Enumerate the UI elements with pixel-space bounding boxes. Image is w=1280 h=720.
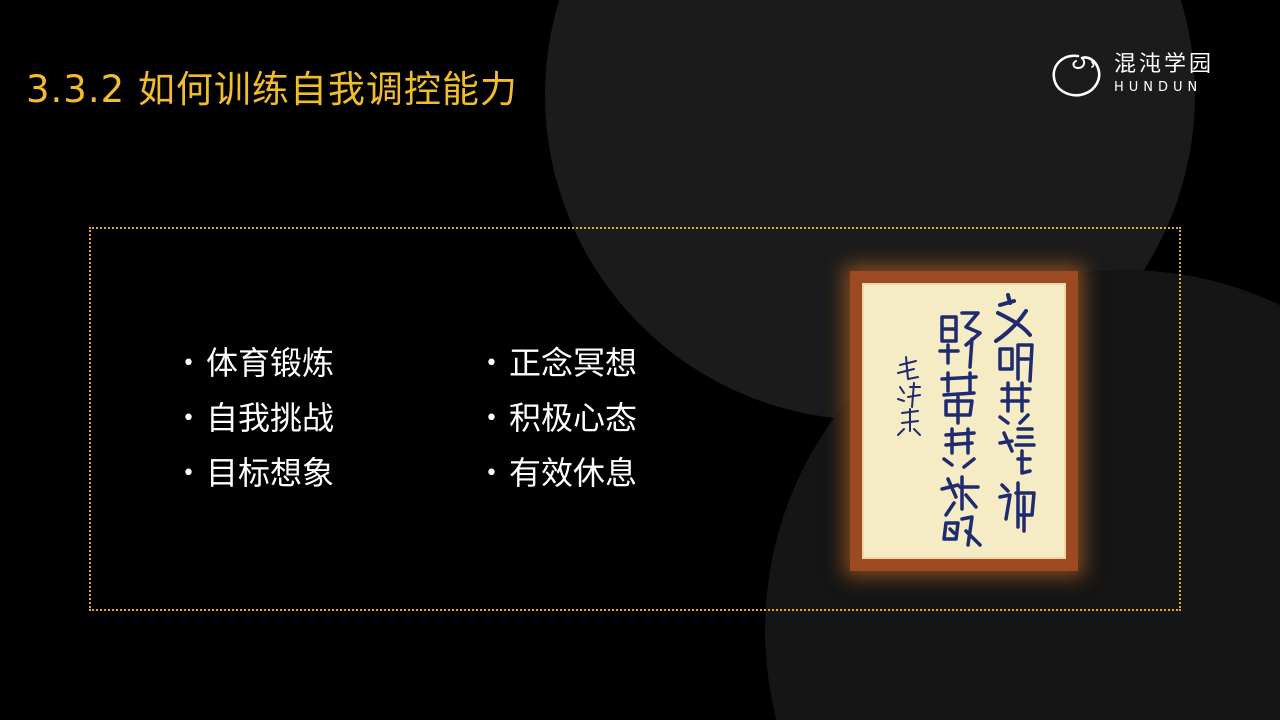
bullet-list-left: 体育锻炼 自我挑战 目标想象 xyxy=(182,336,334,501)
bullet-item: 目标想象 xyxy=(182,446,334,501)
bullet-item: 自我挑战 xyxy=(182,391,334,446)
logo-name: 混沌学园 xyxy=(1114,52,1215,77)
bullet-item: 正念冥想 xyxy=(485,336,637,391)
bullet-item: 积极心态 xyxy=(485,391,637,446)
calligraphy-frame xyxy=(850,271,1078,571)
bullet-item: 有效休息 xyxy=(485,446,637,501)
logo: 混沌学园 HUNDUN xyxy=(1048,50,1233,102)
logo-swirl-icon xyxy=(1052,54,1101,97)
calligraphy-strokes xyxy=(897,293,1036,547)
bullet-item: 体育锻炼 xyxy=(182,336,334,391)
bullet-list-right: 正念冥想 积极心态 有效休息 xyxy=(485,336,637,501)
logo-subtitle: HUNDUN xyxy=(1114,80,1203,95)
slide-title: 3.3.2 如何训练自我调控能力 xyxy=(26,68,518,111)
content-box xyxy=(89,227,1181,611)
calligraphy-image xyxy=(862,283,1066,559)
